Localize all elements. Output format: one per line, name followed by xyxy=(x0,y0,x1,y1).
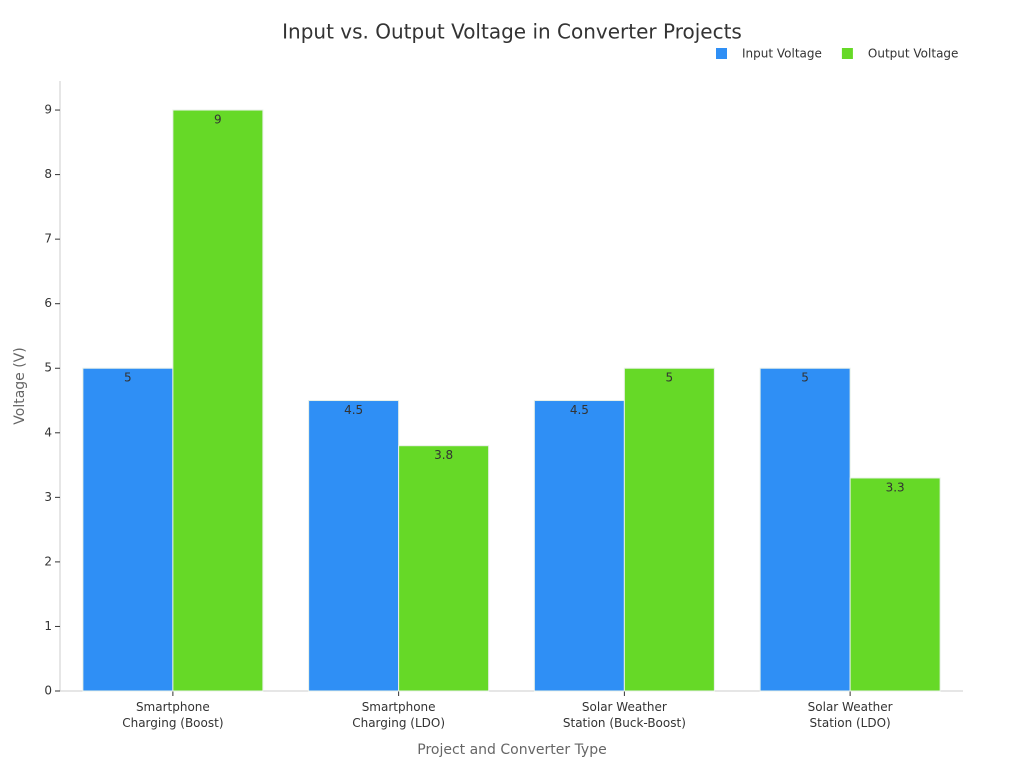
bar xyxy=(398,445,490,692)
x-tick-label: Solar Weather Station (Buck-Boost) xyxy=(562,700,686,730)
y-tick-label: 6 xyxy=(44,296,52,310)
bar xyxy=(759,367,851,692)
value-label: 5 xyxy=(666,371,674,385)
bar xyxy=(623,367,715,692)
value-label: 5 xyxy=(801,371,809,385)
chart-title: Input vs. Output Voltage in Converter Pr… xyxy=(282,20,742,44)
y-tick-label: 3 xyxy=(44,490,52,504)
value-label: 5 xyxy=(124,371,132,385)
y-axis-label: Voltage (V) xyxy=(12,347,28,424)
legend-label: Input Voltage xyxy=(742,47,822,61)
x-tick-label: Smartphone Charging (LDO) xyxy=(352,700,446,730)
bar xyxy=(172,109,264,692)
legend-swatch xyxy=(841,48,853,59)
value-label: 3.3 xyxy=(886,480,905,494)
bar xyxy=(82,367,174,692)
x-axis-label: Project and Converter Type xyxy=(417,742,606,758)
y-tick-label: 0 xyxy=(44,684,52,698)
y-tick-label: 1 xyxy=(44,619,52,633)
y-tick-label: 5 xyxy=(44,361,52,375)
bar xyxy=(849,477,941,692)
y-tick-label: 2 xyxy=(44,554,52,568)
y-tick-label: 8 xyxy=(44,167,52,181)
legend-swatch xyxy=(716,48,727,59)
value-label: 4.5 xyxy=(570,403,589,417)
value-label: 4.5 xyxy=(344,403,363,417)
legend-label: Output Voltage xyxy=(868,47,959,61)
y-tick-label: 9 xyxy=(44,103,52,117)
value-label: 9 xyxy=(214,113,222,127)
bar xyxy=(308,400,400,692)
bar xyxy=(533,400,625,692)
x-tick-label: Smartphone Charging (Boost) xyxy=(122,700,224,730)
y-tick-label: 7 xyxy=(44,232,52,246)
x-tick-label: Solar Weather Station (LDO) xyxy=(807,700,893,730)
y-tick-label: 4 xyxy=(44,425,52,439)
value-label: 3.8 xyxy=(434,448,453,462)
